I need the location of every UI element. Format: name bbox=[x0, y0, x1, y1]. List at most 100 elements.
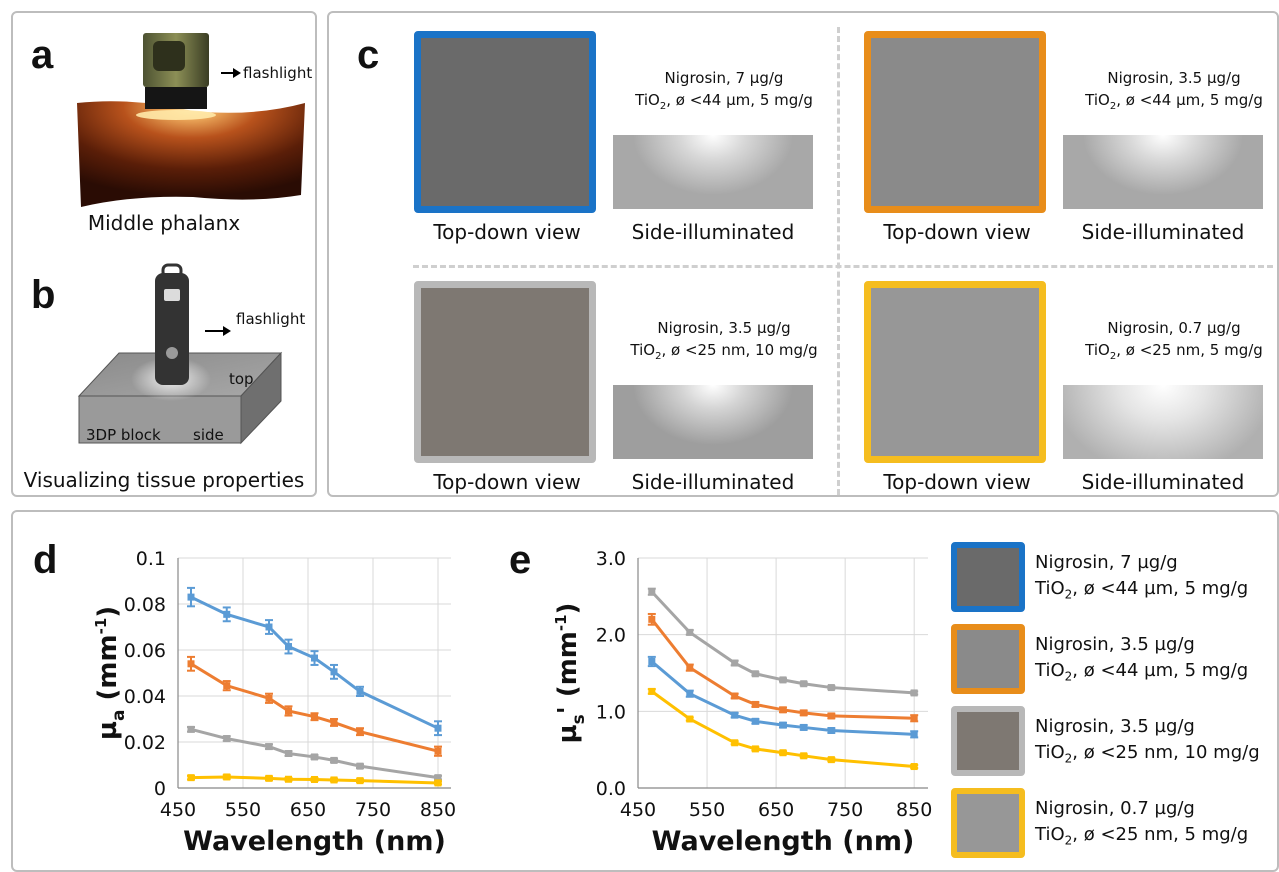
y-axis-label: µs' (mm-1) bbox=[552, 603, 589, 744]
panel-e-label: e bbox=[509, 538, 532, 582]
divider-vertical bbox=[837, 27, 840, 495]
legend-swatch bbox=[951, 706, 1025, 776]
data-point bbox=[311, 654, 318, 662]
block-illustration bbox=[77, 263, 283, 445]
data-point bbox=[265, 774, 273, 782]
data-point bbox=[686, 664, 694, 672]
data-point bbox=[827, 684, 835, 692]
data-point bbox=[434, 779, 442, 787]
data-point bbox=[330, 668, 338, 676]
data-point bbox=[311, 713, 318, 721]
data-point bbox=[800, 723, 808, 731]
data-point bbox=[434, 724, 442, 732]
data-point bbox=[434, 747, 442, 755]
data-point bbox=[330, 756, 338, 764]
data-point bbox=[648, 588, 656, 596]
side-illuminated-image bbox=[613, 385, 813, 459]
series-line bbox=[190, 595, 439, 730]
x-tick-label: 450 bbox=[160, 799, 196, 821]
x-tick-label: 450 bbox=[620, 799, 656, 821]
y-tick-label: 3.0 bbox=[596, 548, 626, 570]
legend-line1: Nigrosin, 0.7 µg/g bbox=[1035, 798, 1195, 819]
data-point bbox=[265, 694, 273, 702]
data-point bbox=[223, 735, 231, 743]
data-point bbox=[187, 660, 195, 668]
legend-line2: TiO2, ø <25 nm, 5 mg/g bbox=[1035, 824, 1249, 848]
chart-scattering: 0.0 1.0 2.0 3.0 450 550 650 750 850 Wavelength (n… bbox=[552, 548, 932, 857]
legend-text: Nigrosin, 0.7 µg/g TiO2, ø <25 nm, 5 mg/g bbox=[1035, 796, 1248, 854]
panel-b-label: b bbox=[31, 273, 56, 317]
annotation-line2: TiO2, ø <44 µm, 5 mg/g bbox=[635, 91, 813, 112]
y-tick-label: 0.08 bbox=[124, 594, 166, 616]
legend-text: Nigrosin, 7 µg/g TiO2, ø <44 µm, 5 mg/g bbox=[1035, 550, 1248, 608]
data-point bbox=[686, 690, 694, 698]
panel-b-top-label: top bbox=[229, 370, 254, 388]
data-point bbox=[265, 743, 273, 751]
data-point bbox=[648, 658, 656, 665]
top-down-swatch bbox=[414, 281, 596, 463]
data-point bbox=[356, 687, 364, 695]
side-illuminated-caption: Side-illuminated bbox=[1081, 220, 1245, 244]
panel-a-label: a bbox=[31, 33, 54, 77]
sample-annotation: Nigrosin, 3.5 µg/g TiO2, ø <44 µm, 5 mg/g bbox=[1054, 67, 1279, 118]
top-down-swatch bbox=[414, 31, 596, 213]
x-axis-label: Wavelength (nm) bbox=[183, 826, 446, 857]
data-point bbox=[800, 752, 808, 760]
data-point bbox=[779, 706, 787, 714]
data-point bbox=[731, 711, 739, 719]
top-down-swatch bbox=[864, 31, 1046, 213]
data-point bbox=[751, 700, 759, 708]
data-point bbox=[330, 776, 338, 784]
data-point bbox=[910, 763, 918, 771]
legend-line2: TiO2, ø <44 µm, 5 mg/g bbox=[1035, 660, 1249, 684]
data-point bbox=[827, 712, 835, 720]
sample-annotation: Nigrosin, 0.7 µg/g TiO2, ø <25 nm, 5 mg/g bbox=[1054, 317, 1279, 368]
data-point bbox=[356, 777, 364, 785]
data-point bbox=[223, 773, 231, 781]
sample-annotation: Nigrosin, 7 µg/g TiO2, ø <44 µm, 5 mg/g bbox=[604, 67, 844, 118]
series-line bbox=[650, 690, 915, 769]
legend-swatch bbox=[951, 624, 1025, 694]
y-axis-label: µa (mm-1) bbox=[92, 606, 129, 740]
y-tick-label: 0.06 bbox=[124, 640, 166, 662]
y-tick-label: 0.0 bbox=[596, 778, 626, 800]
y-tick-label: 1.0 bbox=[596, 701, 626, 723]
data-point bbox=[779, 721, 787, 729]
panel-b-caption: Visualizing tissue properties bbox=[23, 468, 305, 492]
data-point bbox=[223, 682, 231, 690]
data-point bbox=[779, 749, 787, 757]
series-line bbox=[650, 660, 915, 736]
annotation-line1: Nigrosin, 3.5 µg/g bbox=[1107, 69, 1241, 87]
series-line bbox=[650, 618, 915, 720]
data-point bbox=[751, 745, 759, 753]
y-tick-label: 2.0 bbox=[596, 625, 626, 647]
side-illuminated-image bbox=[1063, 385, 1263, 459]
top-down-swatch bbox=[864, 281, 1046, 463]
data-point bbox=[686, 715, 694, 723]
panel-ab: a flashlight Middle phalanx b bbox=[11, 11, 317, 497]
x-axis-label: Wavelength (nm) bbox=[652, 826, 915, 857]
annotation-line2: TiO2, ø <25 nm, 10 mg/g bbox=[630, 341, 818, 362]
legend-swatch bbox=[951, 542, 1025, 612]
x-tick-label: 750 bbox=[827, 799, 863, 821]
legend-swatch bbox=[951, 788, 1025, 858]
data-point bbox=[910, 730, 918, 738]
series-line bbox=[190, 727, 439, 780]
data-point bbox=[731, 739, 739, 747]
data-point bbox=[356, 762, 364, 770]
series-line bbox=[190, 775, 439, 785]
finger-illustration bbox=[77, 33, 305, 207]
x-tick-label: 850 bbox=[896, 799, 932, 821]
panel-a-arrow-label: flashlight bbox=[243, 64, 313, 82]
data-point bbox=[910, 714, 918, 722]
side-illuminated-caption: Side-illuminated bbox=[631, 220, 795, 244]
data-point bbox=[311, 775, 318, 783]
data-point bbox=[330, 718, 338, 726]
series-line bbox=[650, 590, 915, 695]
sample-annotation: Nigrosin, 3.5 µg/g TiO2, ø <25 nm, 10 mg/… bbox=[604, 317, 844, 368]
top-down-caption: Top-down view bbox=[883, 470, 1031, 494]
x-tick-label: 650 bbox=[290, 799, 326, 821]
chart-absorption: 0 0.02 0.04 0.06 0.08 0.1 450 550 650 750 850 Wavel… bbox=[92, 548, 456, 857]
x-tick-label: 750 bbox=[355, 799, 391, 821]
panel-de: d e Nigrosin, 7 µg/g TiO2, ø <44 µm, 5 mg… bbox=[11, 510, 1279, 872]
